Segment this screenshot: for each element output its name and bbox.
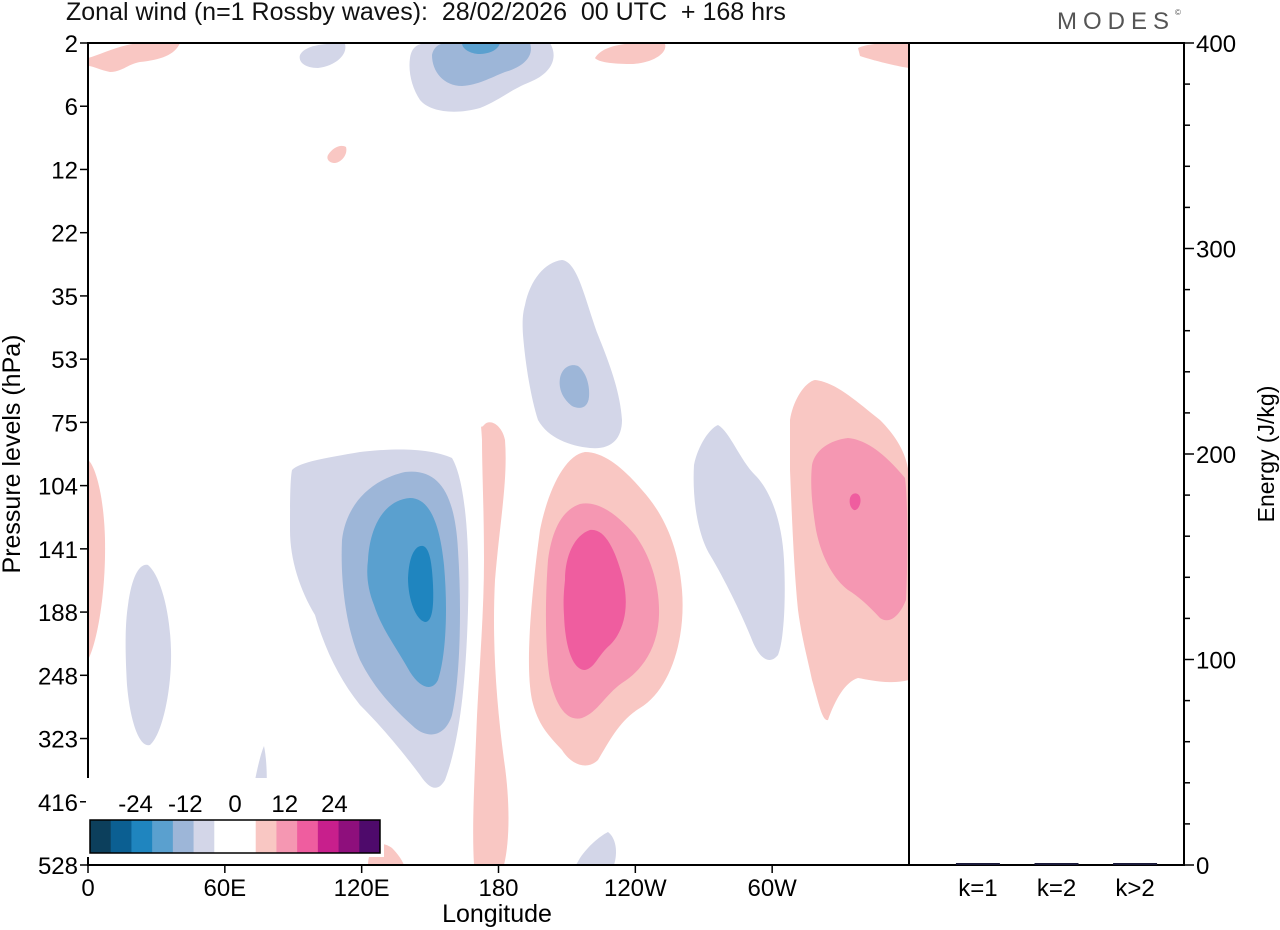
colorbar-swatch (172, 820, 195, 853)
energy-tick-label: 0 (1196, 853, 1209, 880)
energy-bar (1034, 863, 1079, 865)
colorbar: -24 -12 0 12 24 (86, 778, 384, 857)
colorbar-tick-label: 12 (271, 791, 298, 818)
contour-pos-40w-l2 (811, 438, 908, 621)
colorbar-swatch (152, 820, 174, 853)
contour-neg-80w (693, 425, 785, 660)
colorbar-tick-label: -12 (168, 791, 203, 818)
contour-field (88, 43, 909, 865)
colorbar-swatch (317, 820, 340, 853)
x-axis-label: Longitude (442, 900, 552, 928)
pressure-tick-label: 528 (38, 853, 78, 880)
pressure-tick-label: 2 (65, 31, 78, 58)
contour-neg-120e-l4 (408, 545, 434, 622)
colorbar-border (89, 819, 381, 854)
pressure-tick-label: 6 (65, 94, 78, 121)
colorbar-swatch (90, 820, 112, 853)
pressure-tick-label: 35 (51, 284, 78, 311)
colorbar-swatch (214, 820, 236, 853)
energy-axis-label: Energy (J/kg) (1253, 386, 1279, 523)
longitude-tick-label: 180 (478, 875, 518, 902)
colorbar-tick-label: -24 (118, 791, 153, 818)
energy-bar (1113, 863, 1158, 865)
colorbar-tick-label: 0 (228, 791, 241, 818)
colorbar-tick-label: 24 (321, 791, 348, 818)
colorbar-swatch (338, 820, 360, 853)
colorbar-swatch (131, 820, 153, 853)
modes-logo: MODES© (1057, 8, 1181, 36)
pressure-tick-label: 248 (38, 663, 78, 690)
pressure-tick-label: 53 (51, 347, 78, 374)
energy-tick-label: 400 (1196, 31, 1236, 58)
pressure-tick-label: 75 (51, 410, 78, 437)
energy-bars: k=1 k=2 k>2 (955, 863, 1158, 902)
energy-category-label: k>2 (1115, 875, 1154, 902)
contour-pos-40w-l3 (849, 493, 861, 511)
colorbar-swatch (255, 820, 277, 853)
colorbar-swatch (276, 820, 298, 853)
contour-neg-140w-strato-l2 (559, 365, 590, 408)
longitude-tick-label: 60E (203, 875, 246, 902)
pressure-tick-label: 323 (38, 727, 78, 754)
colorbar-swatch (110, 820, 132, 853)
chart-title: Zonal wind (n=1 Rossby waves): 28/02/202… (66, 0, 786, 26)
contour-pos-180-column (473, 422, 509, 865)
y-axis-label: Pressure levels (hPa) (0, 335, 26, 574)
contour-neg-left-column (125, 564, 172, 746)
colorbar-swatch (193, 820, 215, 853)
energy-axis: 0 100 200 300 400 (1184, 31, 1236, 880)
energy-category-label: k=2 (1037, 875, 1076, 902)
contour-neg-top-small (299, 43, 346, 68)
contour-pos-left-edge (88, 460, 106, 660)
pressure-tick-label: 141 (38, 537, 78, 564)
pressure-tick-label: 12 (51, 157, 78, 184)
longitude-tick-label: 120W (604, 875, 667, 902)
contour-neg-top-center-l2 (432, 43, 531, 86)
pressure-tick-label: 104 (38, 474, 78, 501)
contour-neg-140w-strato-l1 (522, 260, 622, 449)
longitude-tick-label: 120E (334, 875, 390, 902)
contour-pos-top-left (88, 43, 180, 72)
logo-text: MODES (1057, 8, 1176, 35)
energy-tick-label: 100 (1196, 648, 1236, 675)
contour-neg-120e-l3 (367, 498, 446, 687)
contour-pos-top-right-2 (858, 43, 909, 68)
contour-pos-top-right-1 (595, 44, 666, 64)
energy-bar (955, 863, 1000, 865)
colorbar-swatch (359, 820, 381, 853)
pressure-tick-label: 22 (51, 221, 78, 248)
pressure-axis: 2 6 12 22 35 53 75 104 141 188 248 323 416 528 (38, 31, 88, 880)
colorbar-swatch (235, 820, 257, 853)
logo-mark: © (1175, 8, 1181, 17)
energy-tick-label: 200 (1196, 442, 1236, 469)
energy-category-label: k=1 (958, 875, 997, 902)
longitude-axis: 0 60E 120E 180 120W 60W (81, 865, 797, 902)
pressure-tick-label: 188 (38, 600, 78, 627)
contour-pos-135w-l3 (563, 529, 626, 670)
colorbar-swatch (297, 820, 319, 853)
contour-neg-top-center-l3 (462, 43, 500, 54)
longitude-tick-label: 0 (81, 875, 94, 902)
contour-pos-small-12hpa (327, 145, 347, 163)
energy-tick-label: 300 (1196, 237, 1236, 264)
pressure-tick-label: 416 (38, 790, 78, 817)
longitude-tick-label: 60W (747, 875, 797, 902)
contour-neg-bottom-small (576, 832, 616, 865)
energy-plot-frame (908, 42, 1185, 866)
